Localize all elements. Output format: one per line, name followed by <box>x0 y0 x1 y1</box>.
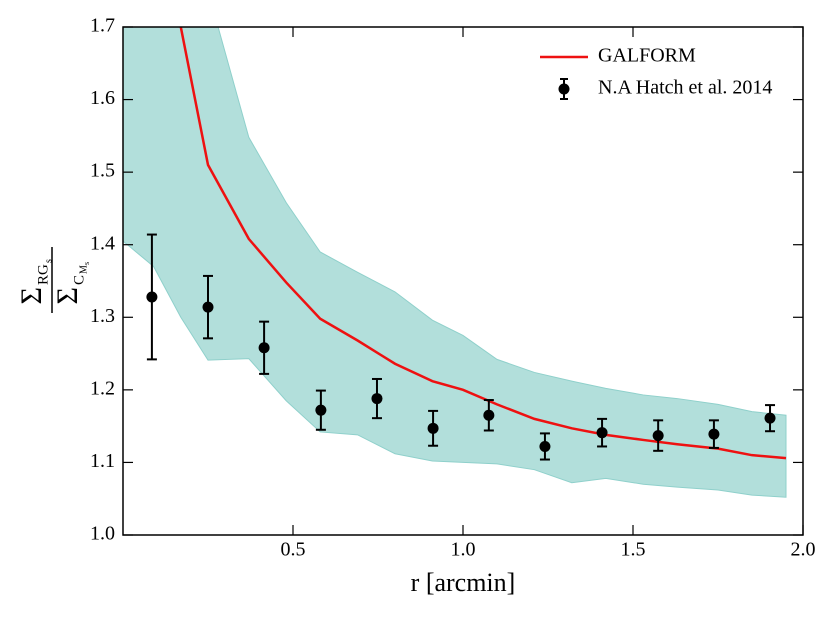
y-tick-label: 1.7 <box>90 15 115 37</box>
data-point <box>764 412 776 424</box>
y-tick-label: 1.5 <box>90 160 115 182</box>
y-label-subsubsub: s <box>82 262 91 265</box>
y-label-sub: RG <box>35 264 51 285</box>
data-point <box>708 428 720 440</box>
y-tick-label: 1.1 <box>90 450 115 472</box>
data-point <box>371 393 383 405</box>
confidence-band <box>123 27 787 498</box>
data-point <box>202 301 214 313</box>
data-point <box>146 291 158 303</box>
data-point <box>315 404 327 416</box>
y-label-symbol: Σ <box>51 287 84 304</box>
data-point <box>427 422 439 434</box>
data-point <box>258 342 270 354</box>
y-tick-label: 1.2 <box>90 377 115 399</box>
x-tick-label: 0.5 <box>281 539 306 561</box>
legend-marker <box>558 83 570 95</box>
x-tick-label: 1.0 <box>451 539 476 561</box>
y-tick-label: 1.0 <box>90 523 115 545</box>
plot-area <box>123 27 787 498</box>
y-tick-label: 1.6 <box>90 87 115 109</box>
y-label-subsub: M <box>78 265 89 274</box>
y-label-subsub: s <box>43 259 54 263</box>
data-point <box>596 427 608 439</box>
y-tick-label: 1.4 <box>90 232 115 254</box>
data-point <box>652 430 664 442</box>
data-point <box>483 409 495 421</box>
y-label-symbol: Σ <box>15 287 48 304</box>
data-point <box>539 440 551 452</box>
legend-label: GALFORM <box>598 45 696 67</box>
model-line <box>179 27 787 460</box>
x-tick-label: 1.5 <box>621 539 646 561</box>
x-axis-label: r [arcmin] <box>411 568 516 597</box>
y-label-sub: C <box>71 275 87 285</box>
y-tick-label: 1.3 <box>90 305 115 327</box>
legend-label: N.A Hatch et al. 2014 <box>598 77 772 99</box>
y-axis-label: Σ RG s Σ C M s <box>15 247 91 313</box>
x-tick-label: 2.0 <box>791 539 816 561</box>
